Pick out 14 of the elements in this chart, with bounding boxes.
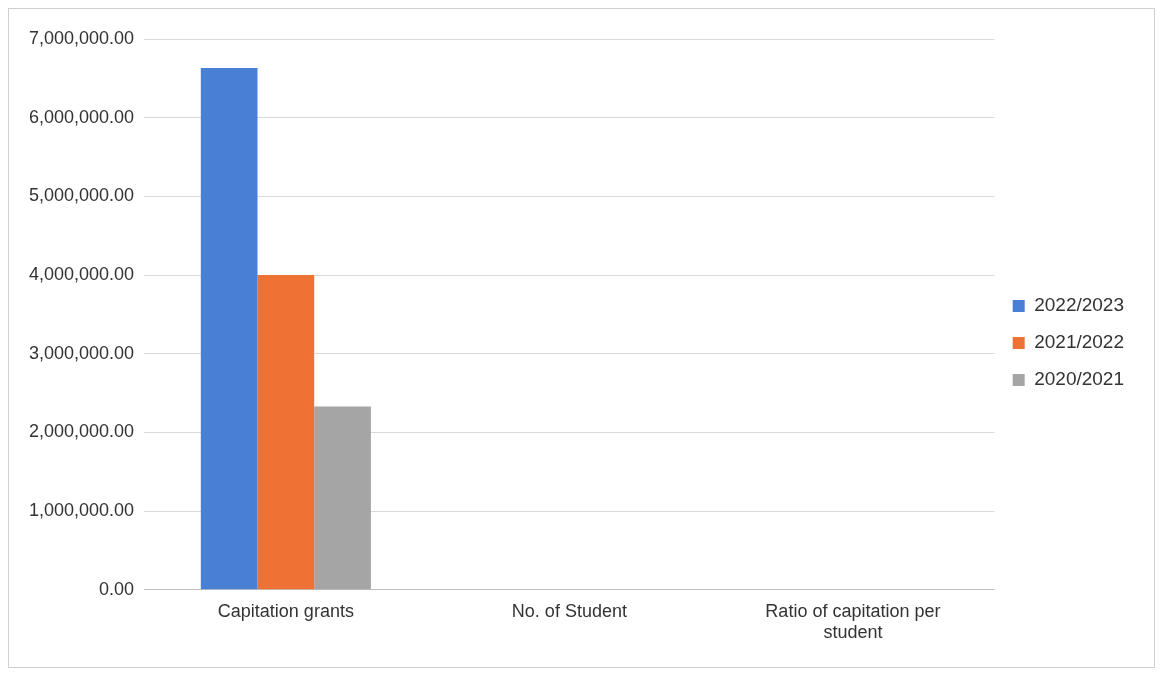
x-tick-label: No. of Student	[511, 600, 627, 621]
x-tick-label: Ratio of capitation per student	[765, 600, 941, 643]
y-tick-label: 6,000,000.00	[28, 106, 135, 127]
y-tick-label: 3,000,000.00	[28, 342, 135, 363]
x-tick-label: Capitation grants	[217, 600, 354, 621]
legend-label: 2020/2021	[1034, 368, 1125, 390]
y-tick-label: 4,000,000.00	[28, 264, 135, 285]
legend-label: 2022/2023	[1034, 294, 1125, 316]
y-tick-label: 1,000,000.00	[28, 500, 135, 521]
legend-label: 2021/2022	[1034, 331, 1125, 353]
y-tick-label: 5,000,000.00	[28, 185, 135, 206]
y-tick-label: 7,000,000.00	[28, 27, 135, 48]
y-tick-label: 0.00	[99, 578, 135, 599]
y-tick-label: 2,000,000.00	[28, 421, 135, 442]
